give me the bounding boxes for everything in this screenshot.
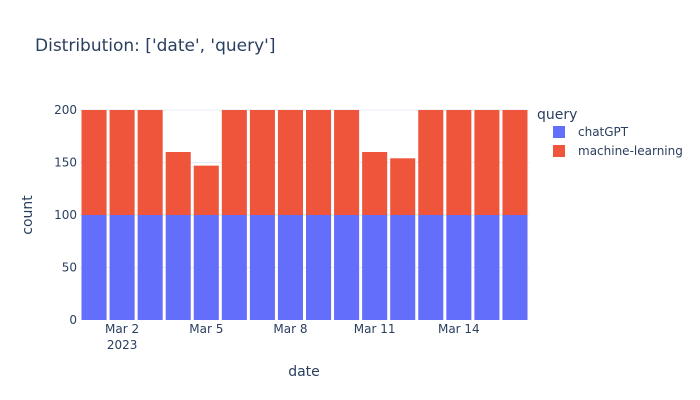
bar-chatGPT-2023-03-11: [362, 215, 388, 320]
y-tick-label: 0: [69, 313, 77, 327]
bar-machine-learning-2023-03-01: [81, 110, 107, 215]
bar-machine-learning-2023-03-05: [193, 165, 219, 215]
bar-chatGPT-2023-03-04: [165, 215, 191, 320]
x-tick-label: Mar 14: [438, 322, 480, 336]
bar-machine-learning-2023-03-15: [474, 110, 500, 215]
bar-chatGPT-2023-03-08: [277, 215, 303, 320]
legend-label-chatGPT: chatGPT: [578, 125, 629, 139]
y-tick-label: 200: [54, 103, 77, 117]
y-tick-label: 150: [54, 156, 77, 170]
legend: query chatGPT machine-learning: [537, 107, 683, 158]
x-tick-label: Mar 11: [354, 322, 396, 336]
bar-machine-learning-2023-03-02: [109, 110, 135, 215]
bar-chatGPT-2023-03-02: [109, 215, 135, 320]
bar-chatGPT-2023-03-16: [502, 215, 528, 320]
y-axis-ticks: 0 50 100 150 200: [54, 103, 77, 327]
bar-machine-learning-2023-03-07: [249, 110, 275, 215]
bar-machine-learning-2023-03-08: [277, 110, 303, 215]
y-tick-label: 50: [62, 261, 77, 275]
bar-chatGPT-2023-03-01: [81, 215, 107, 320]
series-chatGPT: [81, 215, 528, 320]
x-axis-ticks: Mar 2 2023 Mar 5 Mar 8 Mar 11 Mar 14: [105, 322, 480, 352]
x-tick-label: Mar 5: [189, 322, 223, 336]
series-machine-learning: [81, 110, 528, 215]
x-tick-label: Mar 2: [105, 322, 139, 336]
x-axis-title: date: [288, 364, 320, 380]
bar-machine-learning-2023-03-04: [165, 152, 191, 215]
bar-machine-learning-2023-03-14: [446, 110, 472, 215]
bar-chatGPT-2023-03-06: [221, 215, 247, 320]
bar-chatGPT-2023-03-07: [249, 215, 275, 320]
chart-title: Distribution: ['date', 'query']: [35, 36, 275, 56]
bar-machine-learning-2023-03-11: [362, 152, 388, 215]
bar-machine-learning-2023-03-10: [334, 110, 360, 215]
legend-title: query: [537, 107, 577, 123]
bar-machine-learning-2023-03-13: [418, 110, 444, 215]
bar-chatGPT-2023-03-13: [418, 215, 444, 320]
legend-swatch-machine-learning: [553, 145, 565, 157]
legend-swatch-chatGPT: [553, 126, 565, 138]
y-axis-title: count: [20, 195, 36, 235]
bar-machine-learning-2023-03-03: [137, 110, 163, 215]
bar-chatGPT-2023-03-14: [446, 215, 472, 320]
bar-chatGPT-2023-03-09: [306, 215, 332, 320]
bar-chatGPT-2023-03-10: [334, 215, 360, 320]
bars: [81, 110, 528, 320]
bar-machine-learning-2023-03-09: [306, 110, 332, 215]
bar-chatGPT-2023-03-15: [474, 215, 500, 320]
bar-chatGPT-2023-03-05: [193, 215, 219, 320]
x-tick-sublabel: 2023: [107, 338, 138, 352]
bar-chatGPT-2023-03-12: [390, 215, 416, 320]
y-tick-label: 100: [54, 208, 77, 222]
bar-machine-learning-2023-03-16: [502, 110, 528, 215]
bar-chatGPT-2023-03-03: [137, 215, 163, 320]
bar-machine-learning-2023-03-06: [221, 110, 247, 215]
bar-machine-learning-2023-03-12: [390, 158, 416, 215]
x-tick-label: Mar 8: [273, 322, 307, 336]
legend-label-machine-learning: machine-learning: [578, 144, 683, 158]
